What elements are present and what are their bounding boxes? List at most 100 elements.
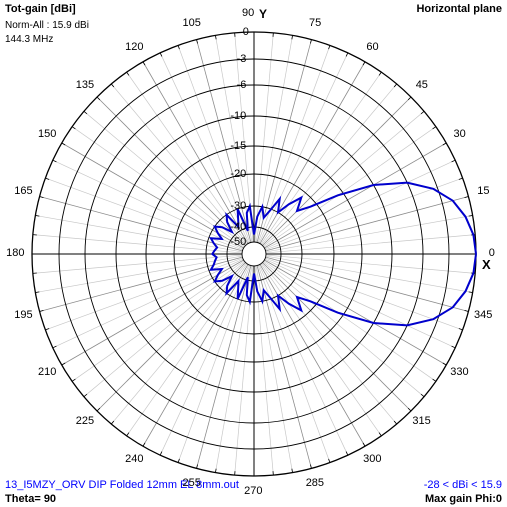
minor-radial-line xyxy=(215,265,253,473)
angle-label: 120 xyxy=(125,40,144,53)
angle-label: 180 xyxy=(6,247,25,259)
outer-tick xyxy=(310,464,312,469)
outer-tick xyxy=(362,442,366,447)
minor-radial-line xyxy=(263,126,437,248)
angle-label: 270 xyxy=(244,485,263,497)
outer-tick xyxy=(291,468,293,473)
minor-radial-line xyxy=(265,254,476,274)
outer-tick xyxy=(432,126,437,130)
outer-tick xyxy=(126,432,130,437)
outer-tick xyxy=(52,345,57,349)
gain-pattern-trace xyxy=(209,181,477,327)
major-radial-line xyxy=(96,262,246,412)
outer-tick xyxy=(442,142,447,146)
minor-radial-line xyxy=(263,260,437,382)
outer-tick xyxy=(451,159,456,163)
angle-ticks xyxy=(32,32,476,476)
outer-tick xyxy=(362,61,366,66)
outer-tick xyxy=(451,345,456,349)
gain-range: -28 < dBi < 15.9 xyxy=(423,479,502,491)
angle-label: 285 xyxy=(305,476,325,489)
outer-tick xyxy=(45,177,50,180)
outer-tick xyxy=(83,110,88,115)
angle-label: 30 xyxy=(453,128,466,140)
outer-tick xyxy=(468,215,473,217)
major-radial-line xyxy=(96,96,246,246)
outer-tick xyxy=(464,310,469,312)
minor-radial-line xyxy=(52,159,244,250)
outer-tick xyxy=(310,39,312,44)
outer-tick xyxy=(83,393,88,398)
angle-label: 255 xyxy=(182,476,201,489)
angle-label: 105 xyxy=(182,17,201,30)
minor-radial-line xyxy=(261,262,397,425)
outer-tick xyxy=(196,464,198,469)
db-ring xyxy=(205,205,303,303)
db-label: -30 xyxy=(230,200,247,212)
theta-value: Theta= 90 xyxy=(5,493,57,505)
minor-radial-line xyxy=(262,111,425,247)
outer-tick xyxy=(328,45,331,50)
major-radial-line xyxy=(142,264,249,447)
outer-tick xyxy=(407,96,412,101)
major-radial-line xyxy=(256,39,312,243)
minor-radial-line xyxy=(111,83,247,246)
outer-tick xyxy=(345,451,349,456)
minor-radial-line xyxy=(159,264,250,456)
db-ring xyxy=(145,145,363,363)
outer-tick xyxy=(345,52,349,57)
outer-tick xyxy=(458,177,463,180)
minor-radial-line xyxy=(254,265,274,476)
minor-radial-line xyxy=(32,254,243,274)
outer-tick xyxy=(420,393,425,398)
outer-tick xyxy=(110,420,115,425)
major-radial-line xyxy=(265,196,469,252)
db-ring xyxy=(115,115,393,393)
outer-tick xyxy=(45,328,50,331)
db-label: -50 xyxy=(230,236,247,248)
major-radial-line xyxy=(259,264,366,447)
outer-tick xyxy=(407,407,412,412)
angle-label: 0 xyxy=(488,247,495,259)
angle-label: 345 xyxy=(473,308,493,321)
db-label: -10 xyxy=(230,110,247,122)
db-label: 0 xyxy=(242,26,249,38)
angle-label: 195 xyxy=(14,308,33,321)
minor-radial-line xyxy=(260,263,382,437)
minor-radial-line xyxy=(264,159,456,250)
minor-radial-line xyxy=(265,215,473,253)
db-label: -20 xyxy=(230,168,247,180)
angle-label: 90 xyxy=(242,7,255,19)
outer-tick xyxy=(71,378,76,382)
minor-radial-line xyxy=(52,258,244,349)
polar-grid xyxy=(31,31,477,477)
outer-tick xyxy=(458,328,463,331)
angle-label: 150 xyxy=(37,128,57,140)
angle-label: 45 xyxy=(415,78,428,91)
minor-radial-line xyxy=(111,262,247,425)
db-label: -3 xyxy=(236,53,247,65)
outer-tick xyxy=(378,71,382,76)
minor-radial-line xyxy=(159,52,250,244)
outer-tick xyxy=(61,142,66,146)
minor-radial-line xyxy=(258,264,349,456)
file-name: 13_I5MZY_ORV DIP Folded 12mm EL 8mm.out xyxy=(5,479,239,491)
outer-tick xyxy=(215,35,217,40)
outer-tick xyxy=(142,442,146,447)
db-ring xyxy=(84,84,424,424)
major-radial-line xyxy=(142,61,249,244)
outer-tick xyxy=(215,468,217,473)
db-ring xyxy=(173,173,335,335)
angle-label: 75 xyxy=(308,17,322,30)
angle-label: 135 xyxy=(75,78,95,91)
major-radial-line xyxy=(39,256,243,312)
major-radial-line xyxy=(259,61,366,244)
minor-radial-line xyxy=(265,234,476,254)
y-axis-label: Y xyxy=(259,7,268,21)
major-radial-line xyxy=(265,256,469,312)
db-label: -40 xyxy=(230,221,247,233)
outer-tick xyxy=(126,71,130,76)
minor-radial-line xyxy=(262,261,425,397)
minor-radial-line xyxy=(260,71,382,245)
